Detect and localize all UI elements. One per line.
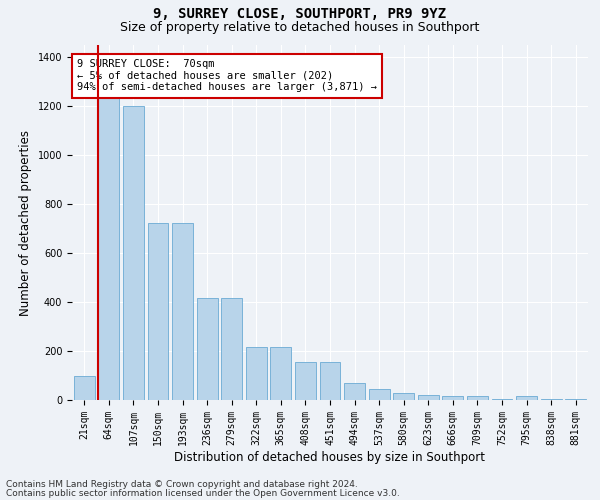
Bar [246,348,267,400]
Bar [491,399,512,400]
Bar [320,362,340,400]
Bar [123,106,144,400]
Y-axis label: Number of detached properties: Number of detached properties [19,130,32,316]
Bar [98,96,119,400]
Bar [74,376,95,400]
Bar [221,298,242,400]
Bar [197,298,218,400]
Bar [148,222,169,400]
X-axis label: Distribution of detached houses by size in Southport: Distribution of detached houses by size … [175,450,485,464]
Bar [565,399,586,400]
Text: 9 SURREY CLOSE:  70sqm
← 5% of detached houses are smaller (202)
94% of semi-det: 9 SURREY CLOSE: 70sqm ← 5% of detached h… [77,59,377,92]
Bar [516,396,537,400]
Text: 9, SURREY CLOSE, SOUTHPORT, PR9 9YZ: 9, SURREY CLOSE, SOUTHPORT, PR9 9YZ [154,8,446,22]
Bar [271,348,292,400]
Bar [368,389,389,400]
Text: Contains public sector information licensed under the Open Government Licence v3: Contains public sector information licen… [6,488,400,498]
Text: Size of property relative to detached houses in Southport: Size of property relative to detached ho… [121,21,479,34]
Bar [344,383,365,400]
Bar [467,396,488,400]
Text: Contains HM Land Registry data © Crown copyright and database right 2024.: Contains HM Land Registry data © Crown c… [6,480,358,489]
Bar [442,396,463,400]
Bar [172,222,193,400]
Bar [418,395,439,400]
Bar [541,399,562,400]
Bar [295,362,316,400]
Bar [393,392,414,400]
